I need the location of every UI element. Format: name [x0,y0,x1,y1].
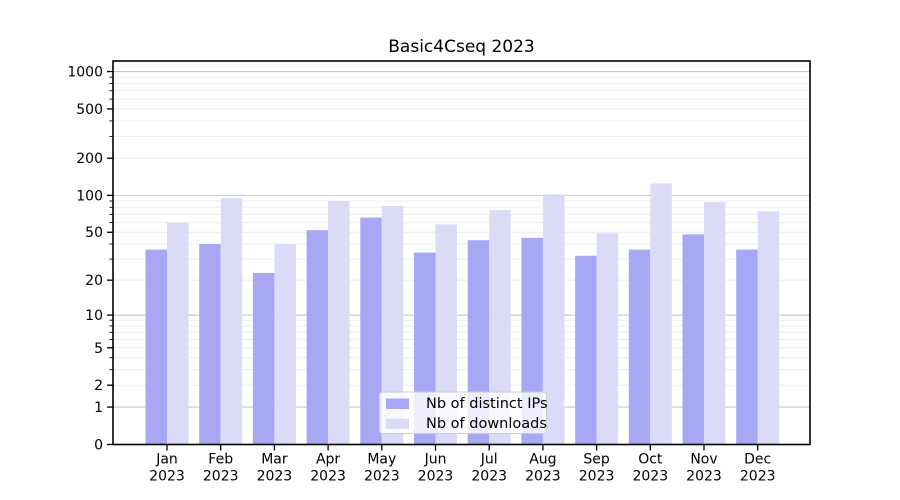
y-tick-label: 200 [76,151,103,167]
legend-label-downloads: Nb of downloads [426,416,547,432]
bar-dec-downloads [757,211,780,445]
x-tick-label-year: 2023 [579,469,615,485]
bar-sep-downloads [596,233,619,445]
x-tick-label-year: 2023 [632,469,668,485]
bar-oct-distinct-ips [628,249,651,445]
x-tick-label-month: Feb [208,452,233,468]
bar-may-downloads [381,205,404,445]
x-tick-label-month: Jun [424,452,447,468]
legend-label-distinct-ips: Nb of distinct IPs [426,396,548,412]
y-tick-label: 5 [94,341,103,357]
bar-jun-downloads [435,224,457,445]
plot-frame [112,60,811,446]
axis-ticks-and-labels: 01251020501002005001000Jan2023Feb2023Mar… [67,65,775,485]
x-tick-label-year: 2023 [525,469,561,485]
x-tick-label-year: 2023 [418,469,454,485]
bar-apr-distinct-ips [306,230,329,445]
x-tick-label-month: Apr [316,452,340,468]
x-tick-label-month: Sep [583,452,610,468]
x-tick-label-month: Dec [744,452,771,468]
x-tick-label-year: 2023 [310,469,346,485]
bar-aug-downloads [542,194,565,445]
y-tick-label: 100 [76,188,103,204]
y-tick-label: 20 [85,273,103,289]
chart-title: Basic4Cseq 2023 [388,37,534,57]
bar-jan-distinct-ips [145,249,167,445]
bar-jul-downloads [489,210,511,445]
bar-dec-distinct-ips [736,249,758,445]
x-tick-label-year: 2023 [471,469,507,485]
x-tick-label-month: Oct [638,452,663,468]
bar-nov-downloads [704,202,726,445]
x-tick-label-year: 2023 [686,469,722,485]
bar-may-distinct-ips [360,217,382,445]
x-tick-label-year: 2023 [149,469,185,485]
y-tick-label: 50 [85,225,103,241]
bar-mar-downloads [274,244,296,445]
x-tick-label-month: Jul [480,452,498,468]
x-tick-label-month: Mar [261,452,288,468]
x-tick-label-year: 2023 [203,469,239,485]
bar-apr-downloads [328,200,350,445]
bar-nov-distinct-ips [682,234,704,445]
bar-jan-downloads [167,222,189,445]
bar-feb-downloads [220,198,243,445]
y-tick-label: 1000 [67,65,103,81]
y-tick-label: 2 [94,378,103,394]
x-tick-label-year: 2023 [257,469,293,485]
x-tick-label-month: Aug [529,452,556,468]
bar-mar-distinct-ips [252,272,275,445]
bar-oct-downloads [650,183,672,445]
bar-feb-distinct-ips [199,244,221,445]
legend-box [379,391,547,434]
y-tick-label: 500 [76,102,103,118]
y-tick-label: 0 [94,438,103,454]
legend: Nb of distinct IPs Nb of downloads [379,391,548,434]
legend-swatch-downloads [386,418,409,429]
x-tick-label-year: 2023 [364,469,400,485]
x-tick-label-month: May [367,452,396,468]
legend-swatch-distinct-ips [386,398,409,409]
x-tick-label-month: Nov [690,452,717,468]
x-tick-label-month: Jan [155,452,178,468]
y-tick-label: 1 [94,400,103,416]
bar-sep-distinct-ips [575,255,597,445]
x-tick-label-year: 2023 [740,469,776,485]
bars [145,183,780,445]
y-tick-label: 10 [85,308,103,324]
